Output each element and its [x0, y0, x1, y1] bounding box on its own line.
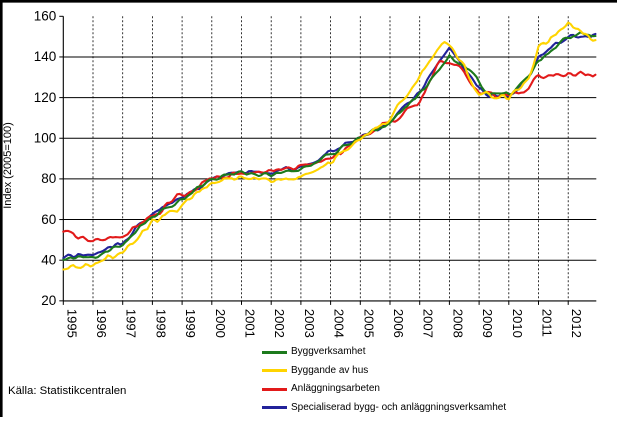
svg-text:20: 20 — [41, 293, 56, 308]
svg-text:80: 80 — [41, 171, 56, 186]
svg-text:100: 100 — [34, 130, 57, 145]
svg-text:1995: 1995 — [64, 309, 79, 338]
svg-text:120: 120 — [34, 90, 57, 105]
svg-text:2008: 2008 — [450, 309, 465, 338]
svg-text:1999: 1999 — [183, 309, 198, 338]
svg-text:2003: 2003 — [302, 309, 317, 338]
svg-text:2001: 2001 — [243, 309, 258, 338]
svg-text:140: 140 — [34, 49, 57, 64]
svg-text:1997: 1997 — [124, 309, 139, 338]
svg-text:1998: 1998 — [153, 309, 168, 338]
svg-text:2006: 2006 — [391, 309, 406, 338]
svg-text:1996: 1996 — [94, 309, 109, 338]
svg-text:60: 60 — [41, 212, 56, 227]
svg-text:2010: 2010 — [510, 309, 525, 338]
svg-text:2012: 2012 — [569, 309, 584, 338]
svg-text:2009: 2009 — [480, 309, 495, 338]
svg-text:2002: 2002 — [272, 309, 287, 338]
svg-text:2011: 2011 — [540, 309, 555, 337]
svg-text:2000: 2000 — [213, 309, 228, 338]
svg-text:160: 160 — [34, 9, 57, 24]
svg-text:2005: 2005 — [361, 309, 376, 338]
svg-text:40: 40 — [41, 252, 56, 267]
svg-text:2004: 2004 — [332, 309, 347, 338]
svg-text:2007: 2007 — [421, 309, 436, 338]
